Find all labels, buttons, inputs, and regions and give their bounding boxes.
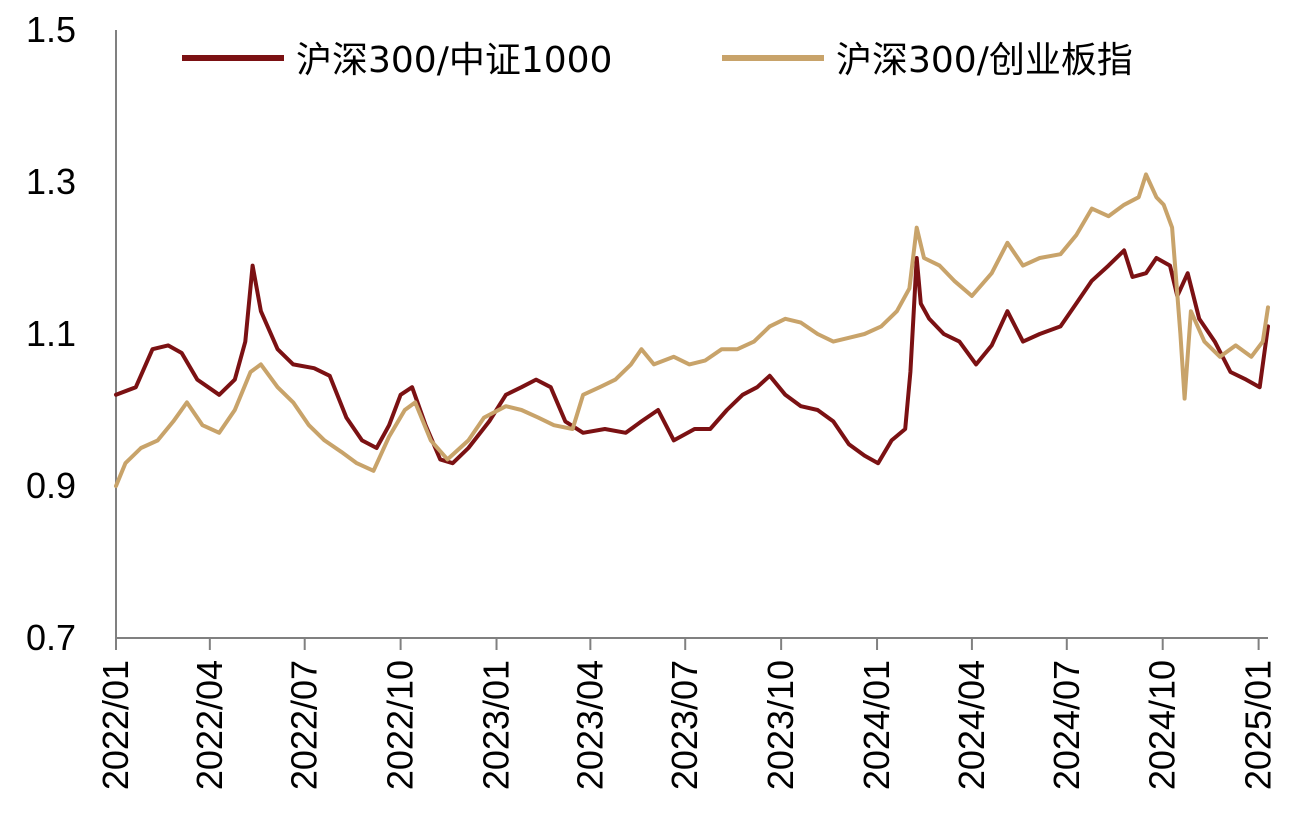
x-ticks-group: 2022/01 2022/04 2022/07 2022/10 2023/01 2023/…: [95, 638, 1279, 790]
x-tick-label: 2023/07: [664, 660, 705, 790]
y-tick-label: 1.1: [26, 313, 76, 354]
y-ticks-group: 1.5 1.3 1.1 0.9 0.7: [26, 9, 76, 658]
x-tick-label: 2024/04: [951, 660, 992, 790]
legend-label-series-2: 沪深300/创业板指: [836, 40, 1133, 81]
series-group: [114, 172, 1270, 488]
y-tick-label: 1.5: [26, 9, 76, 50]
x-tick-label: 2023/04: [569, 660, 610, 790]
series-line-2: [114, 172, 1270, 488]
x-tick-label: 2022/07: [284, 660, 325, 790]
y-tick-label: 0.9: [26, 465, 76, 506]
x-tick-label: 2025/01: [1238, 660, 1279, 790]
axes-group: [115, 30, 1268, 639]
series-line-1: [114, 248, 1270, 466]
x-tick-label: 2022/04: [189, 660, 230, 790]
x-tick-label: 2024/01: [856, 660, 897, 790]
x-tick-label: 2022/01: [95, 660, 136, 790]
x-tick-label: 2022/10: [380, 660, 421, 790]
y-tick-label: 1.3: [26, 161, 76, 202]
x-tick-label: 2023/01: [476, 660, 517, 790]
legend: 沪深300/中证1000 沪深300/创业板指: [182, 40, 1133, 81]
legend-label-series-1: 沪深300/中证1000: [296, 40, 612, 81]
y-tick-label: 0.7: [26, 617, 76, 658]
x-tick-label: 2024/10: [1142, 660, 1183, 790]
x-tick-label: 2024/07: [1046, 660, 1087, 790]
x-tick-label: 2023/10: [760, 660, 801, 790]
